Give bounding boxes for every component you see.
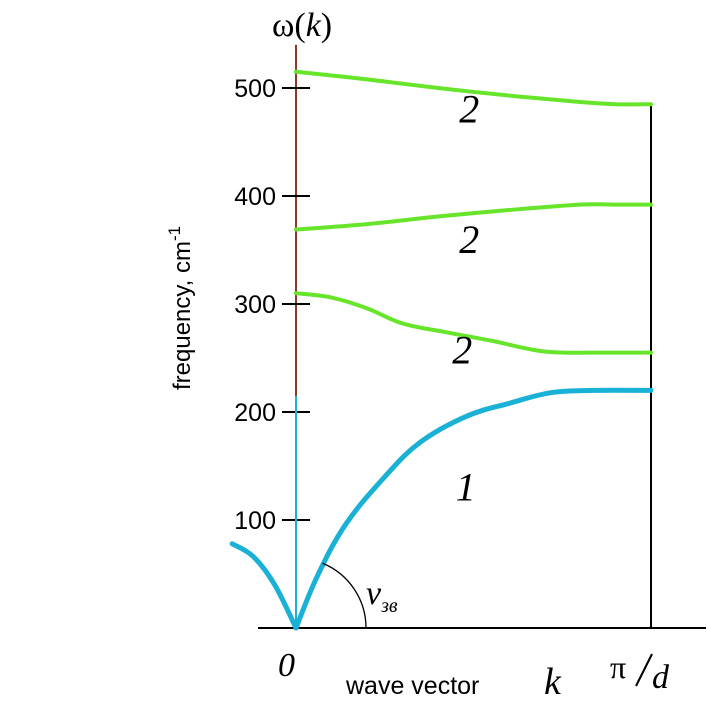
y-axis-label: frequency, cm-1: [165, 226, 196, 390]
y-ticks: 100 200 300 400 500: [234, 75, 310, 535]
chart-title-variable: k: [306, 7, 322, 44]
x-tick-zone-edge-slash: [635, 653, 653, 687]
x-axis-label: wave vector: [345, 672, 479, 700]
x-tick-zone-edge-denominator: d: [652, 659, 670, 696]
chart-title: ω(k): [272, 7, 332, 44]
chart-title-close: ): [321, 7, 332, 44]
y-tick-label: 300: [234, 291, 276, 319]
x-axis-symbol: k: [544, 661, 562, 703]
sound-velocity-subscript: зв: [380, 595, 398, 617]
branch-label-1-0: 1: [456, 465, 476, 510]
optical-branch-curve-2: [294, 202, 653, 232]
acoustic-branch-curve: [293, 387, 654, 631]
chart-title-symbol: ω(: [272, 7, 306, 44]
x-tick-origin: 0: [278, 647, 295, 684]
sound-velocity-main: v: [366, 575, 382, 612]
optical-branch-curve-3: [294, 69, 653, 107]
y-tick-label: 400: [234, 183, 276, 211]
branch-label-2-1: 2: [452, 327, 472, 372]
branch-label-2-3: 2: [459, 87, 479, 132]
y-tick-label: 500: [234, 75, 276, 103]
optical-branch-curve-1: [294, 291, 653, 355]
branch-label-2-2: 2: [459, 217, 479, 262]
series-group: [229, 69, 654, 631]
sound-velocity-arc: [322, 562, 367, 629]
y-axis-label-text: frequency, cm: [169, 241, 196, 390]
y-axis-label-superscript: -1: [165, 226, 184, 241]
branch-labels: 1 2 2 2: [452, 87, 479, 510]
y-tick-label: 200: [234, 399, 276, 427]
sound-velocity-label: vзв: [366, 575, 398, 617]
y-tick-label: 100: [234, 507, 276, 535]
x-tick-zone-edge: π d: [610, 649, 670, 696]
acoustic-branch-negative-k: [229, 541, 299, 631]
x-tick-zone-edge-numerator: π: [610, 649, 626, 685]
